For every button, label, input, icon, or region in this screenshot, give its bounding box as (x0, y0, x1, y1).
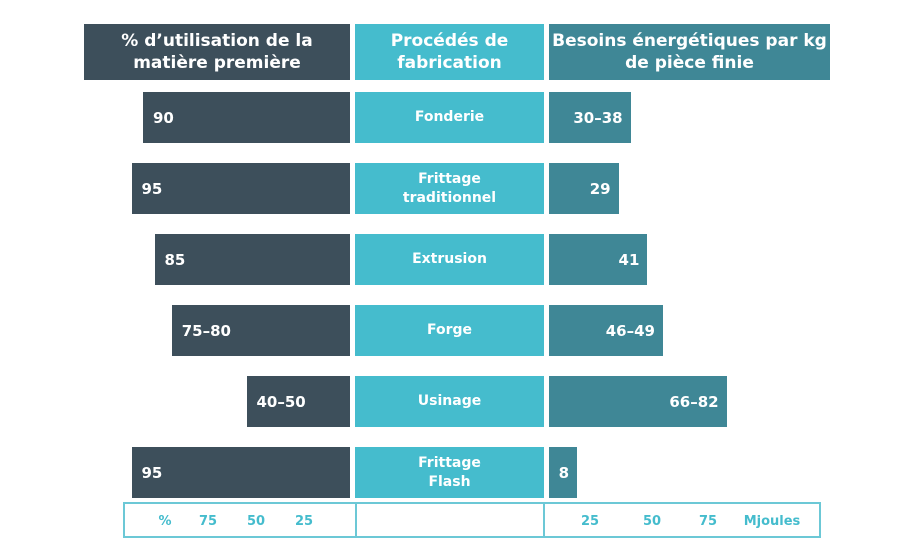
left-value-label: 40–50 (256, 392, 306, 411)
left-tick: % (158, 514, 172, 529)
right-bar: 29 (549, 163, 619, 214)
left-value-label: 85 (164, 250, 186, 269)
left-bar: 85 (154, 234, 350, 285)
process-label: Fonderie (355, 92, 544, 143)
left-value-label: 95 (141, 463, 163, 482)
right-bar: 66–82 (549, 376, 727, 427)
right-bar: 46–49 (549, 305, 663, 356)
right-value-label: 29 (589, 179, 611, 198)
process-label: Forge (355, 305, 544, 356)
left-bar: 90 (143, 92, 350, 143)
left-tick: 50 (246, 514, 266, 529)
right-value-label: 41 (618, 250, 640, 269)
left-bar: 95 (131, 163, 350, 214)
left-value-label: 90 (153, 108, 174, 127)
right-tick: Mjoules (743, 514, 801, 529)
right-value-label: 30–38 (573, 108, 623, 127)
right-bar: 41 (549, 234, 648, 285)
right-tick: 75 (698, 514, 718, 529)
header-right: Besoins énergétiques par kg de pièce fin… (549, 24, 830, 80)
header-left: % d’utilisation de la matière première (84, 24, 350, 80)
process-label: Frittage traditionnel (355, 163, 544, 214)
process-label: Extrusion (355, 234, 544, 285)
process-label: Frittage Flash (355, 447, 544, 498)
right-bar: 30–38 (549, 92, 631, 143)
right-value-label: 46–49 (605, 321, 655, 340)
left-value-label: 95 (141, 179, 163, 198)
left-tick: 75 (198, 514, 218, 529)
right-axis (543, 502, 821, 538)
left-bar: 40–50 (246, 376, 350, 427)
header-middle: Procédés de fabrication (355, 24, 544, 80)
left-bar: 95 (131, 447, 350, 498)
left-bar: 75–80 (171, 305, 350, 356)
process-label: Usinage (355, 376, 544, 427)
right-tick: 25 (580, 514, 600, 529)
middle-axis (355, 502, 545, 538)
right-value-label: 8 (558, 463, 569, 482)
left-tick: 25 (294, 514, 314, 529)
right-tick: 50 (642, 514, 662, 529)
left-value-label: 75–80 (181, 321, 231, 340)
right-bar: 8 (549, 447, 577, 498)
right-value-label: 66–82 (669, 392, 719, 411)
